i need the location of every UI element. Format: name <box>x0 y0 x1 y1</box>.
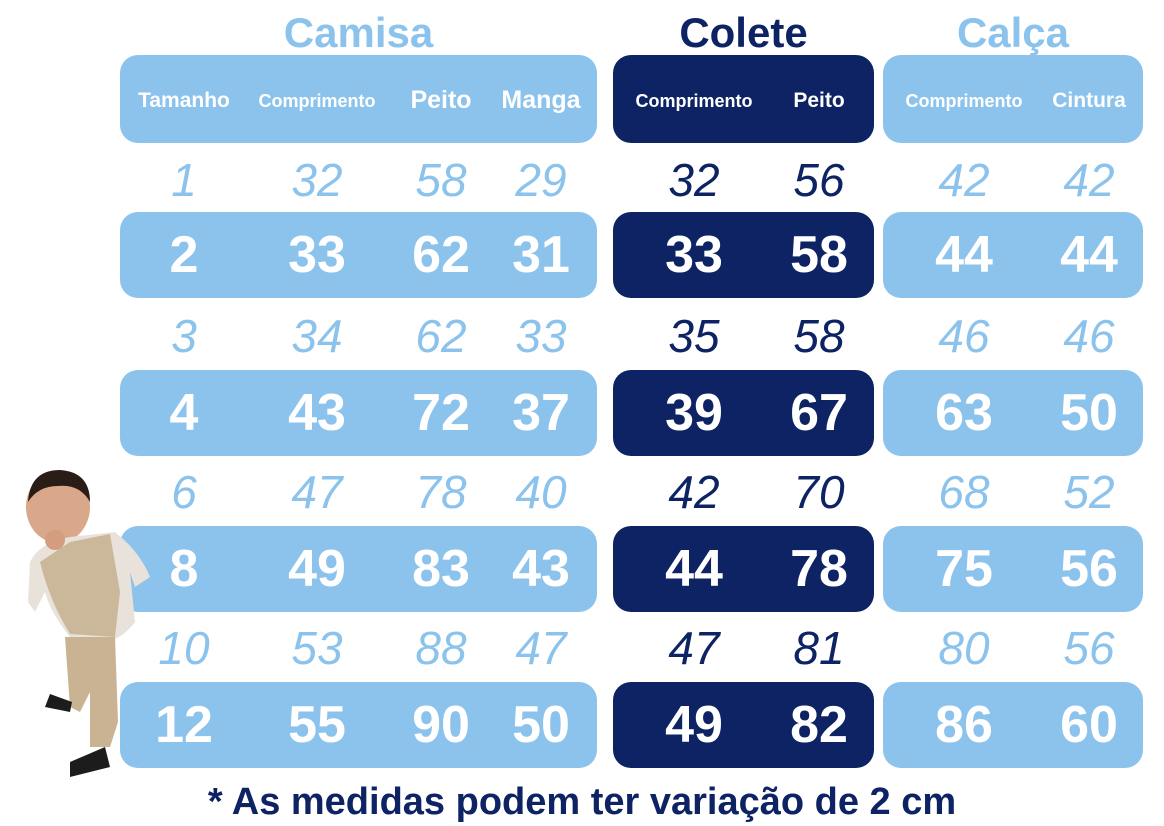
camisa-cell: 53 <box>291 622 343 674</box>
camisa-cell: 58 <box>415 154 467 206</box>
camisa-cell: 83 <box>412 540 470 598</box>
colete-cell: 49 <box>665 696 723 754</box>
calca-header-band <box>883 55 1143 143</box>
camisa-row-band <box>120 370 597 456</box>
colete-cell: 42 <box>668 466 720 518</box>
camisa-cell: 78 <box>415 466 467 518</box>
camisa-cell: 62 <box>412 226 470 284</box>
calca-cell: 46 <box>938 310 990 362</box>
colete-cell: 39 <box>665 384 723 442</box>
colete-cell: 58 <box>793 310 845 362</box>
colete-cell: 32 <box>668 154 720 206</box>
colete-cell: 35 <box>668 310 720 362</box>
camisa-cell: 50 <box>512 696 570 754</box>
camisa-cell: 8 <box>169 540 199 598</box>
calca-row-band <box>883 682 1143 768</box>
calca-row-band <box>883 526 1143 612</box>
camisa-cell: 49 <box>288 540 346 598</box>
camisa-cell: 32 <box>291 154 343 206</box>
section-title-colete: Colete <box>679 9 808 56</box>
calca-cell: 56 <box>1060 540 1118 598</box>
section-title-camisa: Camisa <box>283 9 434 56</box>
calca-cell: 42 <box>1063 154 1115 206</box>
colete-cell: 67 <box>790 384 848 442</box>
calca-cell: 86 <box>935 696 993 754</box>
header-manga: Manga <box>501 86 581 114</box>
camisa-cell: 47 <box>515 622 567 674</box>
header-peito: Peito <box>410 86 472 114</box>
camisa-row-band <box>120 526 597 612</box>
camisa-cell: 6 <box>171 466 197 518</box>
calca-cell: 63 <box>935 384 993 442</box>
camisa-cell: 1 <box>171 154 197 206</box>
colete-cell: 33 <box>665 226 723 284</box>
calca-cell: 42 <box>938 154 990 206</box>
header-comprimento: Comprimento <box>258 91 376 111</box>
camisa-cell: 72 <box>412 384 470 442</box>
camisa-cell: 40 <box>515 466 567 518</box>
calca-cell: 68 <box>938 466 990 518</box>
colete-cell: 44 <box>665 540 723 598</box>
camisa-cell: 62 <box>415 310 467 362</box>
camisa-row-band <box>120 682 597 768</box>
camisa-cell: 47 <box>291 466 343 518</box>
camisa-cell: 3 <box>171 310 197 362</box>
calca-row-band <box>883 212 1143 298</box>
footnote: * As medidas podem ter variação de 2 cm <box>207 781 957 823</box>
colete-cell: 56 <box>793 154 845 206</box>
section-title-calca: Calça <box>956 9 1070 56</box>
camisa-cell: 88 <box>415 622 467 674</box>
colete-row-band <box>613 212 874 298</box>
calca-cell: 52 <box>1063 466 1115 518</box>
calca-cell: 46 <box>1063 310 1115 362</box>
colete-row-band <box>613 682 874 768</box>
colete-row-band <box>613 370 874 456</box>
header-calca-cintura: Cintura <box>1052 89 1126 112</box>
camisa-cell: 90 <box>412 696 470 754</box>
colete-cell: 81 <box>793 622 845 674</box>
colete-header-band <box>613 55 874 143</box>
colete-cell: 47 <box>668 622 720 674</box>
camisa-header-band <box>120 55 597 143</box>
header-colete-peito: Peito <box>793 89 845 112</box>
calca-cell: 80 <box>938 622 990 674</box>
calca-cell: 56 <box>1063 622 1115 674</box>
camisa-cell: 55 <box>288 696 346 754</box>
calca-cell: 50 <box>1060 384 1118 442</box>
calca-row-band <box>883 370 1143 456</box>
colete-cell: 78 <box>790 540 848 598</box>
colete-cell: 58 <box>790 226 848 284</box>
calca-cell: 44 <box>935 226 993 284</box>
camisa-cell: 43 <box>288 384 346 442</box>
colete-cell: 70 <box>793 466 845 518</box>
camisa-cell: 4 <box>169 384 199 442</box>
camisa-cell: 33 <box>515 310 567 362</box>
camisa-cell: 31 <box>512 226 570 284</box>
camisa-cell: 10 <box>158 622 210 674</box>
calca-cell: 60 <box>1060 696 1118 754</box>
header-colete-comprimento: Comprimento <box>635 91 753 111</box>
camisa-cell: 34 <box>291 310 343 362</box>
colete-row-band <box>613 526 874 612</box>
header-calca-comprimento: Comprimento <box>905 91 1023 111</box>
camisa-cell: 12 <box>155 696 213 754</box>
camisa-cell: 29 <box>515 154 567 206</box>
camisa-cell: 43 <box>512 540 570 598</box>
camisa-cell: 2 <box>169 226 199 284</box>
camisa-cell: 33 <box>288 226 346 284</box>
camisa-cell: 37 <box>512 384 570 442</box>
camisa-row-band <box>120 212 597 298</box>
calca-cell: 75 <box>935 540 993 598</box>
child-model-photo <box>26 470 150 777</box>
header-tamanho: Tamanho <box>138 89 230 112</box>
calca-cell: 44 <box>1060 226 1118 284</box>
colete-cell: 82 <box>790 696 848 754</box>
